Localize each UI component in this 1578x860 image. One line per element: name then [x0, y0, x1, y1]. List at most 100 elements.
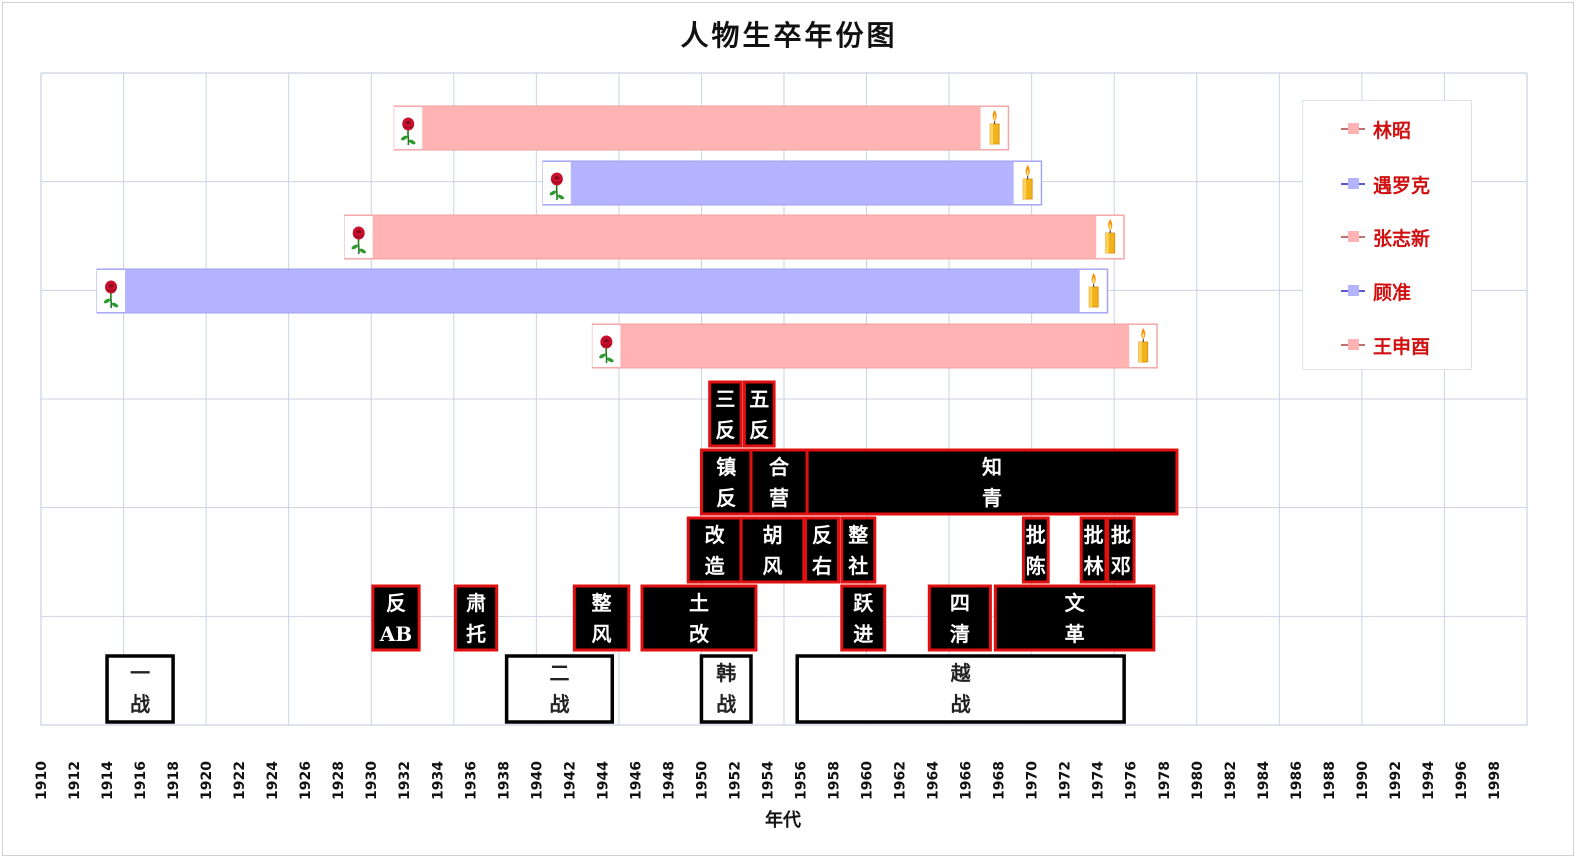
event-box: [739, 516, 806, 584]
campaign-event: 土改: [640, 584, 758, 652]
event-label-top: 肃: [466, 591, 486, 615]
x-tick-label: 1966: [959, 761, 975, 800]
life-bar: [542, 160, 1043, 206]
x-tick-label: 1948: [661, 761, 677, 800]
x-tick-label: 1954: [760, 761, 776, 800]
legend-swatch: [1348, 231, 1359, 242]
event-label-bottom: 社: [847, 554, 868, 578]
legend: 林昭 遇罗克 张志新 顾准 王申酉: [1302, 100, 1472, 370]
event-label-bottom: 反: [749, 418, 769, 442]
x-tick-label: 1944: [595, 761, 611, 800]
x-tick-label: 1934: [430, 761, 446, 800]
event-label-bottom: 风: [592, 622, 612, 646]
x-tick-label: 1932: [397, 761, 413, 800]
legend-swatch-line: [1341, 231, 1365, 242]
event-box: [640, 584, 758, 652]
event-label-top: 文: [1065, 591, 1086, 615]
event-box: [795, 654, 1126, 724]
event-label-bottom: 造: [705, 554, 726, 578]
war-event: 越战: [795, 654, 1126, 724]
x-tick-label: 1924: [265, 761, 281, 800]
x-tick-label: 1976: [1124, 761, 1140, 800]
x-tick-label: 1986: [1289, 761, 1305, 800]
x-tick-label: 1984: [1256, 761, 1272, 800]
x-tick-label: 1982: [1223, 761, 1239, 800]
legend-item: 林昭: [1341, 117, 1412, 142]
event-box: [105, 654, 175, 724]
x-tick-label: 1912: [67, 761, 83, 800]
life-bar: [393, 105, 1010, 151]
event-label-top: 镇: [716, 455, 736, 479]
x-tick-label: 1930: [364, 761, 380, 800]
campaign-event: 批陈: [1021, 516, 1050, 584]
event-label-top: 二: [549, 661, 569, 685]
life-bars: [96, 105, 1158, 369]
x-tick-label: 1970: [1025, 761, 1041, 800]
x-tick-label: 1996: [1454, 761, 1470, 800]
event-label-top: 一: [130, 661, 150, 685]
event-label-bottom: 革: [1065, 622, 1085, 646]
event-label-top: 合: [769, 455, 790, 479]
x-tick-label: 1952: [727, 761, 743, 800]
x-tick-label: 1920: [199, 761, 215, 800]
legend-label: 张志新: [1373, 227, 1431, 250]
campaign-event: 批邓: [1106, 516, 1136, 584]
event-label-bottom: 陈: [1026, 554, 1046, 578]
event-label-top: 越: [950, 661, 972, 685]
event-box: [686, 516, 743, 584]
event-box: [742, 380, 776, 448]
x-tick-label: 1946: [628, 761, 644, 800]
event-box: [840, 516, 877, 584]
legend-swatch-line: [1341, 285, 1365, 296]
event-box: [453, 584, 499, 652]
event-label-top: 整: [591, 591, 612, 615]
x-tick-label: 1928: [331, 761, 347, 800]
x-tick-label: 1918: [166, 761, 182, 800]
x-tick-label: 1968: [992, 761, 1008, 800]
event-box: [699, 654, 753, 724]
chart-title: 人物生卒年份图: [680, 19, 898, 52]
event-label-top: 批: [1111, 523, 1131, 547]
campaign-event: 五反: [742, 380, 776, 448]
war-event: 二战: [504, 654, 615, 724]
war-event: 韩战: [699, 654, 753, 724]
event-label-top: 反: [386, 591, 406, 615]
x-tick-label: 1960: [860, 761, 876, 800]
event-box: [840, 584, 887, 652]
legend-swatch-line: [1341, 178, 1365, 189]
campaign-event: 反 AB: [371, 584, 421, 652]
event-label-top: 批: [1084, 523, 1104, 547]
x-tick-label: 1916: [133, 761, 149, 800]
event-label-bottom: 托: [466, 622, 486, 646]
event-label-bottom: AB: [379, 622, 412, 646]
x-tick-label: 1964: [926, 761, 942, 800]
legend-swatch-line: [1341, 339, 1365, 350]
x-tick-label: 1940: [529, 761, 545, 800]
event-label-top: 四: [950, 591, 970, 615]
x-tick-label: 1926: [298, 761, 314, 800]
life-bar: [344, 214, 1125, 260]
legend-item: 顾准: [1341, 279, 1411, 304]
event-label-top: 三: [715, 387, 735, 411]
event-label-top: 土: [689, 591, 709, 615]
event-label-top: 整: [847, 523, 868, 547]
legend-item: 王申酉: [1341, 333, 1430, 358]
event-label-bottom: 营: [769, 486, 789, 510]
legend-label: 林昭: [1373, 119, 1412, 142]
life-bar-fill: [393, 105, 1010, 151]
x-tick-label: 1922: [232, 761, 248, 800]
event-box: [1079, 516, 1108, 584]
event-label-bottom: 林: [1084, 554, 1104, 578]
x-tick-label: 1958: [827, 761, 843, 800]
events: 三反五反镇反合营知青改造胡风反右整社批陈批林批邓反AB肃托整风土改跃进四清文革一…: [105, 380, 1179, 724]
life-bar: [591, 323, 1158, 369]
event-label-bottom: 清: [950, 622, 970, 646]
campaign-event: 整社: [840, 516, 877, 584]
life-bar: [96, 268, 1109, 314]
x-tick-label: 1956: [794, 761, 810, 800]
legend-swatch: [1348, 285, 1359, 296]
event-label-bottom: 青: [982, 486, 1002, 510]
campaign-event: 整风: [572, 584, 631, 652]
x-tick-label: 1962: [893, 761, 909, 800]
